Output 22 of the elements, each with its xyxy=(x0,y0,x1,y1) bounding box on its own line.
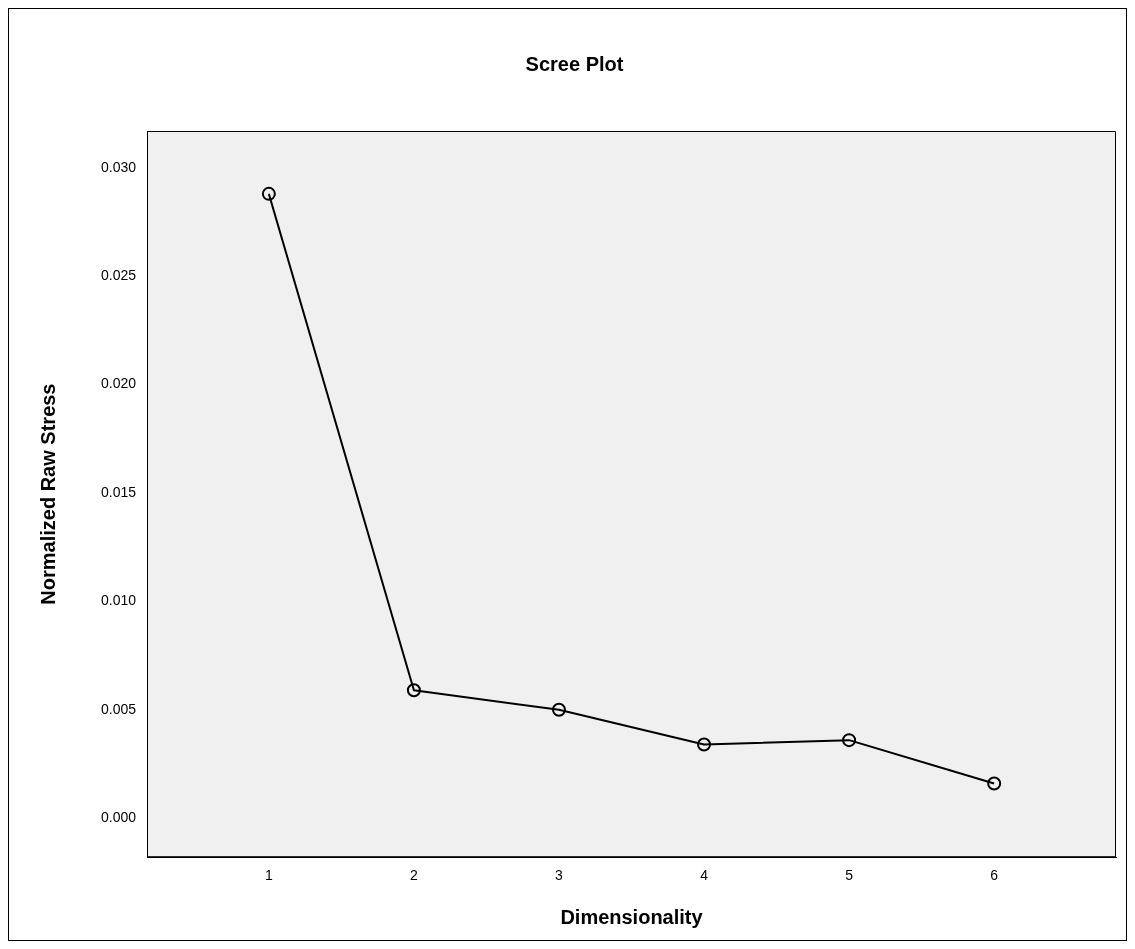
point xyxy=(551,702,566,717)
y-tick-label: 0.025 xyxy=(100,267,137,284)
y-tick-label: 0.020 xyxy=(100,375,137,392)
x-axis-title: Dimensionality xyxy=(560,905,704,928)
y-tick-label: 0.000 xyxy=(100,809,137,826)
point xyxy=(987,776,1002,791)
point xyxy=(842,733,857,748)
point xyxy=(697,737,712,752)
point xyxy=(406,683,421,698)
x-tick-label: 2 xyxy=(410,867,419,884)
y-tick-label: 0.015 xyxy=(100,483,137,500)
y-tick-label: 0.005 xyxy=(100,700,137,717)
x-tick-label: 6 xyxy=(990,867,999,884)
chart-title: Scree Plot xyxy=(525,52,624,75)
y-tick-label: 0.030 xyxy=(100,158,137,175)
x-tick-label: 3 xyxy=(555,867,564,884)
point xyxy=(261,186,276,201)
y-axis-title: Normalized Raw Stress xyxy=(36,383,59,605)
x-tick-label: 5 xyxy=(845,867,854,884)
x-tick-label: 1 xyxy=(264,867,273,884)
x-tick-label: 4 xyxy=(700,867,709,884)
y-tick-label: 0.010 xyxy=(100,592,137,609)
